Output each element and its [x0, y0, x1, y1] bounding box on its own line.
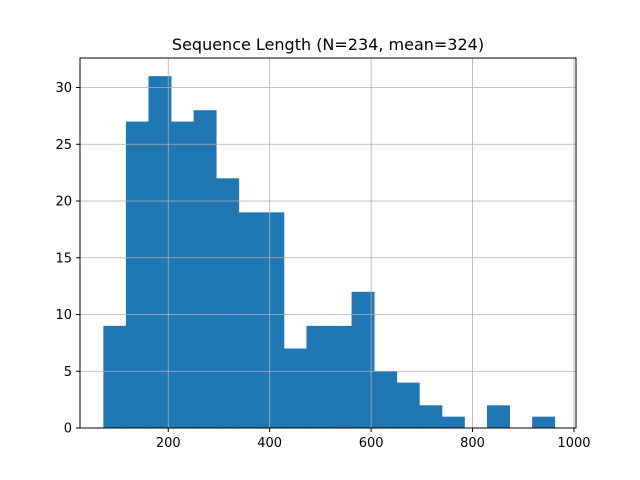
histogram-bar — [306, 325, 330, 428]
histogram-bar — [261, 212, 285, 428]
histogram-bar — [419, 405, 443, 428]
x-tick-label: 600 — [359, 436, 384, 451]
grid-group — [80, 58, 576, 429]
histogram-bar — [374, 371, 398, 428]
histogram-bar — [486, 405, 510, 428]
histogram-bar — [396, 382, 420, 428]
plot-frame — [79, 57, 577, 429]
bars-group — [103, 76, 556, 429]
y-tick-label: 5 — [64, 365, 72, 380]
histogram-bar — [148, 76, 172, 428]
histogram-bar — [238, 212, 262, 428]
histogram-bar — [441, 416, 465, 428]
histogram-bar — [193, 110, 217, 429]
x-tick-label: 1000 — [557, 436, 590, 451]
y-tick-label: 30 — [55, 81, 72, 96]
chart-title: Sequence Length (N=234, mean=324) — [172, 35, 484, 54]
histogram-bar — [125, 121, 149, 428]
ticks-group: 200 400 600 800 1000 0 5 10 15 20 25 30 — [55, 81, 590, 451]
axes-group — [79, 57, 577, 429]
y-tick-label: 20 — [55, 195, 72, 210]
histogram-bar — [216, 178, 240, 428]
histogram-bar — [532, 416, 556, 428]
y-tick-label: 25 — [55, 138, 72, 153]
y-tick-label: 15 — [55, 251, 72, 266]
histogram-bar — [283, 348, 307, 428]
histogram-bar — [329, 325, 352, 428]
y-tick-label: 10 — [55, 308, 72, 323]
x-tick-label: 400 — [257, 436, 282, 451]
histogram-bar — [171, 121, 194, 428]
x-tick-label: 200 — [156, 436, 181, 451]
x-tick-label: 800 — [460, 436, 485, 451]
histogram-bar — [351, 291, 375, 428]
y-tick-label: 0 — [64, 422, 72, 437]
histogram-bar — [103, 325, 127, 428]
